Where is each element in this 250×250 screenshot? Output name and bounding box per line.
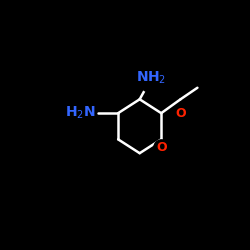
- Text: NH$_2$: NH$_2$: [136, 70, 166, 86]
- Text: O: O: [175, 107, 186, 120]
- Text: O: O: [156, 140, 166, 153]
- Text: H$_2$N: H$_2$N: [65, 105, 96, 121]
